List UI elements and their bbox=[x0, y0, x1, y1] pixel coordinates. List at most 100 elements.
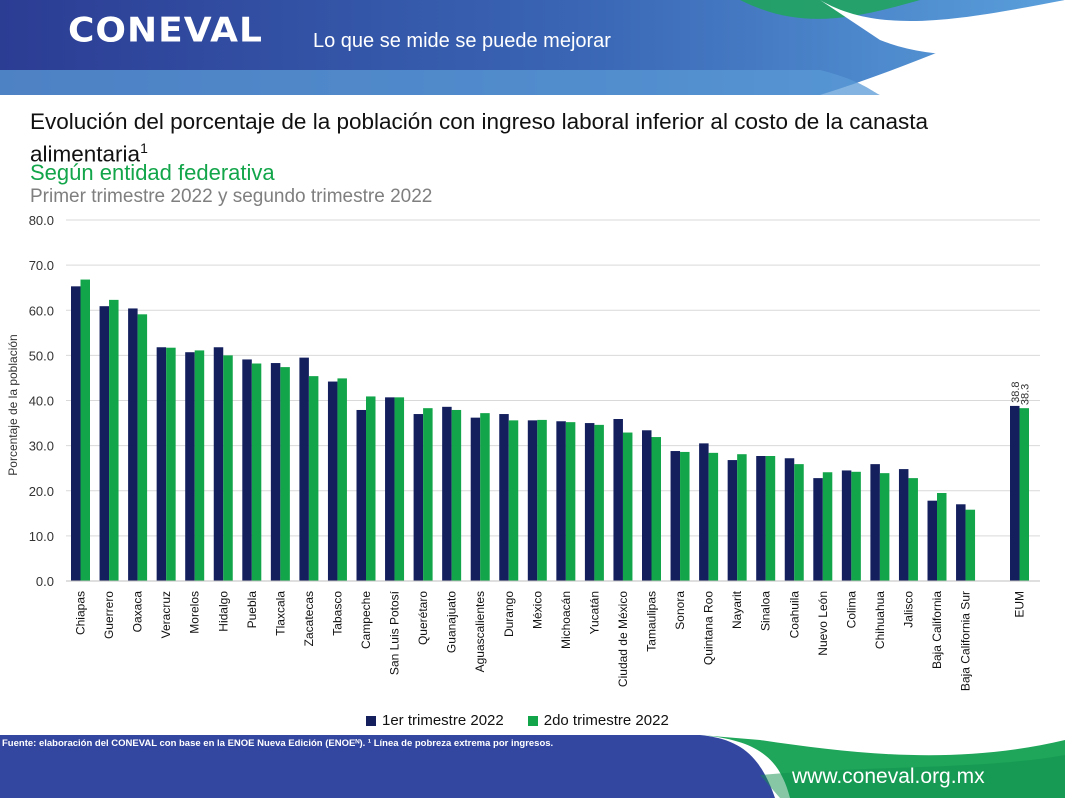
bar-durango-q2 bbox=[508, 420, 519, 581]
bar-hidalgo-q1 bbox=[213, 347, 224, 581]
bar-oaxaca-q2 bbox=[137, 314, 148, 581]
bar-jalisco-q2 bbox=[908, 478, 918, 581]
bar-aguascalientes-q1 bbox=[470, 417, 481, 581]
x-tick-label: Morelos bbox=[188, 591, 202, 634]
coneval-logo[interactable]: CONEVAL bbox=[68, 11, 263, 50]
bar-oaxaca-q1 bbox=[128, 308, 138, 581]
bar-chihuahua-q2 bbox=[879, 473, 890, 581]
y-tick-label: 60.0 bbox=[29, 303, 54, 318]
bar-m-xico-q1 bbox=[527, 420, 538, 581]
bar-eum-q2 bbox=[1019, 408, 1029, 581]
bar-tlaxcala-q1 bbox=[270, 363, 281, 581]
chart-subtitle: Según entidad federativa bbox=[30, 160, 275, 185]
bar-sonora-q1 bbox=[670, 451, 681, 581]
bar-sonora-q2 bbox=[680, 451, 690, 581]
x-tick-label: Tabasco bbox=[330, 591, 344, 636]
bar-quintana-roo-q1 bbox=[699, 443, 709, 581]
bar-quer-taro-q1 bbox=[413, 414, 424, 581]
tagline: Lo que se mide se puede mejorar bbox=[313, 30, 611, 52]
legend-label-series2: 2do trimestre 2022 bbox=[543, 712, 669, 729]
bar-guanajuato-q2 bbox=[451, 409, 462, 581]
y-tick-label: 30.0 bbox=[29, 439, 54, 454]
y-tick-label: 40.0 bbox=[29, 394, 54, 409]
bar-chihuahua-q1 bbox=[870, 464, 880, 581]
header-banner: CONEVAL Lo que se mide se puede mejorar bbox=[0, 0, 1065, 100]
bar-coahuila-q1 bbox=[784, 458, 795, 581]
bar-colima-q2 bbox=[851, 471, 861, 581]
bar-puebla-q2 bbox=[251, 363, 262, 581]
x-tick-label: Zacatecas bbox=[302, 591, 316, 646]
x-tick-label: Tlaxcala bbox=[273, 591, 287, 636]
bar-tlaxcala-q2 bbox=[280, 367, 290, 581]
bar-yucat-n-q2 bbox=[594, 424, 604, 581]
bar-morelos-q2 bbox=[194, 350, 205, 581]
bar-colima-q1 bbox=[841, 470, 852, 581]
bar-nuevo-le-n-q2 bbox=[822, 472, 833, 581]
bar-ciudad-de-m-xico-q1 bbox=[613, 419, 623, 581]
bar-tabasco-q1 bbox=[327, 381, 338, 581]
x-tick-label: San Luis Potosí bbox=[388, 590, 402, 675]
bar-chiapas-q2 bbox=[80, 279, 90, 581]
website-link[interactable]: www.coneval.org.mx bbox=[792, 765, 985, 788]
y-tick-label: 70.0 bbox=[29, 258, 54, 273]
bar-chiapas-q1 bbox=[71, 286, 81, 581]
bar-baja-california-q1 bbox=[927, 500, 937, 581]
x-tick-label: Michoacán bbox=[559, 591, 573, 649]
x-tick-label: Nuevo León bbox=[816, 591, 830, 656]
legend-item-series2: 2do trimestre 2022 bbox=[527, 712, 669, 729]
y-tick-label: 80.0 bbox=[29, 213, 54, 228]
x-tick-label: Baja California Sur bbox=[959, 591, 973, 691]
y-tick-label: 10.0 bbox=[29, 529, 54, 544]
bar-baja-california-sur-q2 bbox=[965, 509, 976, 581]
x-tick-label: Quintana Roo bbox=[702, 591, 716, 665]
y-tick-label: 0.0 bbox=[36, 574, 54, 589]
x-tick-label: Durango bbox=[502, 591, 516, 637]
bar-nayarit-q2 bbox=[737, 454, 747, 581]
x-tick-label: Aguascalientes bbox=[473, 591, 487, 672]
bar-michoac-n-q2 bbox=[565, 422, 576, 581]
x-tick-label: Puebla bbox=[245, 591, 259, 629]
bar-morelos-q1 bbox=[185, 352, 195, 581]
x-tick-label: Colima bbox=[844, 591, 858, 629]
x-tick-label: Guanajuato bbox=[445, 591, 459, 653]
chart-period: Primer trimestre 2022 y segundo trimestr… bbox=[30, 186, 433, 207]
bar-jalisco-q1 bbox=[898, 469, 909, 581]
x-tick-label: México bbox=[530, 591, 544, 629]
bar-guerrero-q2 bbox=[109, 299, 119, 581]
x-tick-label: Jalisco bbox=[901, 591, 915, 628]
data-label: 38.3 bbox=[1019, 384, 1031, 405]
bar-san-luis-potos--q2 bbox=[394, 397, 405, 581]
data-label: 38.8 bbox=[1010, 381, 1022, 402]
legend-swatch-series1 bbox=[366, 715, 376, 726]
bar-chart: 0.0 10.0 20.0 30.0 40.0 50.0 60.0 70.0 80.0 Porce… bbox=[6, 213, 1040, 691]
bar-nuevo-le-n-q1 bbox=[813, 478, 823, 581]
bar-quer-taro-q2 bbox=[423, 408, 433, 581]
x-tick-label: Yucatán bbox=[587, 591, 601, 634]
bar-eum-q1 bbox=[1010, 405, 1020, 581]
bar-michoac-n-q1 bbox=[556, 421, 566, 581]
y-axis-label: Porcentaje de la población bbox=[6, 334, 20, 475]
chart-legend: 1er trimestre 2022 2do trimestre 2022 bbox=[366, 712, 669, 729]
x-tick-label: Hidalgo bbox=[216, 591, 230, 632]
legend-item-series1: 1er trimestre 2022 bbox=[366, 712, 504, 729]
x-tick-label: Ciudad de México bbox=[616, 591, 630, 687]
bar-campeche-q2 bbox=[366, 396, 376, 581]
title-footnote-marker: 1 bbox=[140, 140, 148, 156]
bar-campeche-q1 bbox=[356, 409, 366, 581]
bar-guerrero-q1 bbox=[99, 306, 110, 581]
bar-sinaloa-q1 bbox=[756, 456, 766, 581]
bar-aguascalientes-q2 bbox=[480, 413, 490, 581]
bar-m-xico-q2 bbox=[537, 419, 547, 581]
bar-san-luis-potos--q1 bbox=[385, 397, 395, 581]
chart-title: Evolución del porcentaje de la población… bbox=[30, 108, 1020, 168]
x-tick-label: Guerrero bbox=[102, 591, 116, 639]
x-tick-label: EUM bbox=[1013, 591, 1027, 618]
source-note: Fuente: elaboración del CONEVAL con base… bbox=[2, 738, 554, 749]
bar-hidalgo-q2 bbox=[223, 355, 233, 581]
x-tick-label: Chihuahua bbox=[873, 591, 887, 649]
bar-guanajuato-q1 bbox=[442, 406, 452, 581]
y-tick-label: 50.0 bbox=[29, 348, 54, 363]
bar-durango-q1 bbox=[499, 414, 509, 581]
bar-baja-california-sur-q1 bbox=[956, 504, 966, 581]
bar-quintana-roo-q2 bbox=[708, 452, 719, 581]
